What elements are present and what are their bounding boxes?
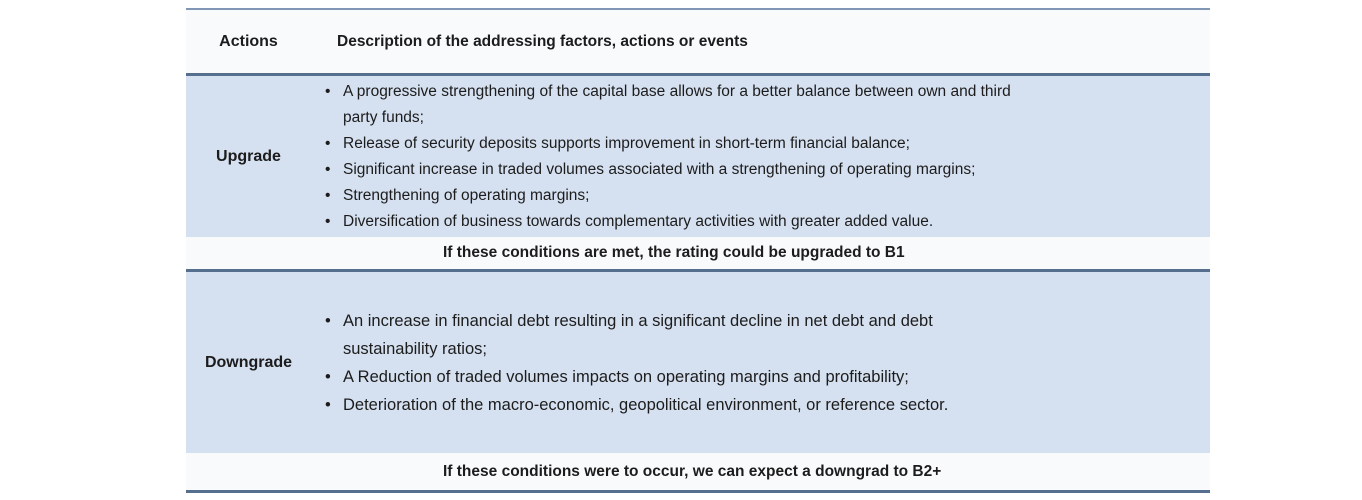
bullet-item: • Diversification of business towards com… [325,209,1011,235]
bullet-text: Deterioration of the macro-economic, geo… [343,395,949,414]
header-cell-actions: Actions [219,32,278,50]
header-bottom-border [186,73,1210,76]
mid-border [186,269,1210,272]
bullet-icon: • [325,134,331,152]
bullet-text: Diversification of business towards comp… [343,212,934,230]
bullet-icon: • [325,367,331,386]
downgrade-note-row: If these conditions were to occur, we ca… [186,453,1210,490]
bullet-text: An increase in financial debt resulting … [343,311,933,358]
upgrade-note-text: If these conditions are met, the rating … [443,244,905,261]
upgrade-note-row: If these conditions are met, the rating … [186,237,1210,269]
bullet-item: • An increase in financial debt resulting… [325,307,948,363]
bullet-icon: • [325,186,331,204]
bullet-item: • Strengthening of operating margins; [325,183,1011,209]
bullet-text: A progressive strengthening of the capit… [343,82,1011,126]
upgrade-bullet-list: • A progressive strengthening of the capi… [311,79,1011,235]
bullet-icon: • [325,212,331,230]
header-cell-description: Description of the addressing factors, a… [337,32,748,50]
bullet-icon: • [325,160,331,178]
table-header-row: Actions Description of the addressing fa… [186,10,1210,73]
bullet-item: • Deterioration of the macro-economic, ge… [325,391,948,419]
bullet-item: • Significant increase in traded volumes … [325,157,1011,183]
bullet-icon: • [325,395,331,414]
bullet-item: • A Reduction of traded volumes impacts o… [325,363,948,391]
upgrade-label: Upgrade [216,147,281,165]
table-bottom-border [186,490,1210,493]
bullet-text: Release of security deposits supports im… [343,134,910,152]
bullet-item: • Release of security deposits supports i… [325,131,1011,157]
bullet-item: • A progressive strengthening of the capi… [325,79,1011,131]
rating-actions-table: Actions Description of the addressing fa… [186,8,1210,493]
downgrade-bullet-list: • An increase in financial debt resulting… [311,307,948,419]
downgrade-note-text: If these conditions were to occur, we ca… [443,462,942,480]
bullet-text: A Reduction of traded volumes impacts on… [343,367,909,386]
downgrade-row: Downgrade • An increase in financial debt… [186,272,1210,453]
downgrade-label: Downgrade [204,353,293,371]
table-top-border [186,8,1210,10]
bullet-icon: • [325,82,331,100]
bullet-icon: • [325,311,331,330]
upgrade-row: Upgrade • A progressive strengthening of … [186,76,1210,237]
bullet-text: Strengthening of operating margins; [343,186,590,204]
bullet-text: Significant increase in traded volumes a… [343,160,976,178]
